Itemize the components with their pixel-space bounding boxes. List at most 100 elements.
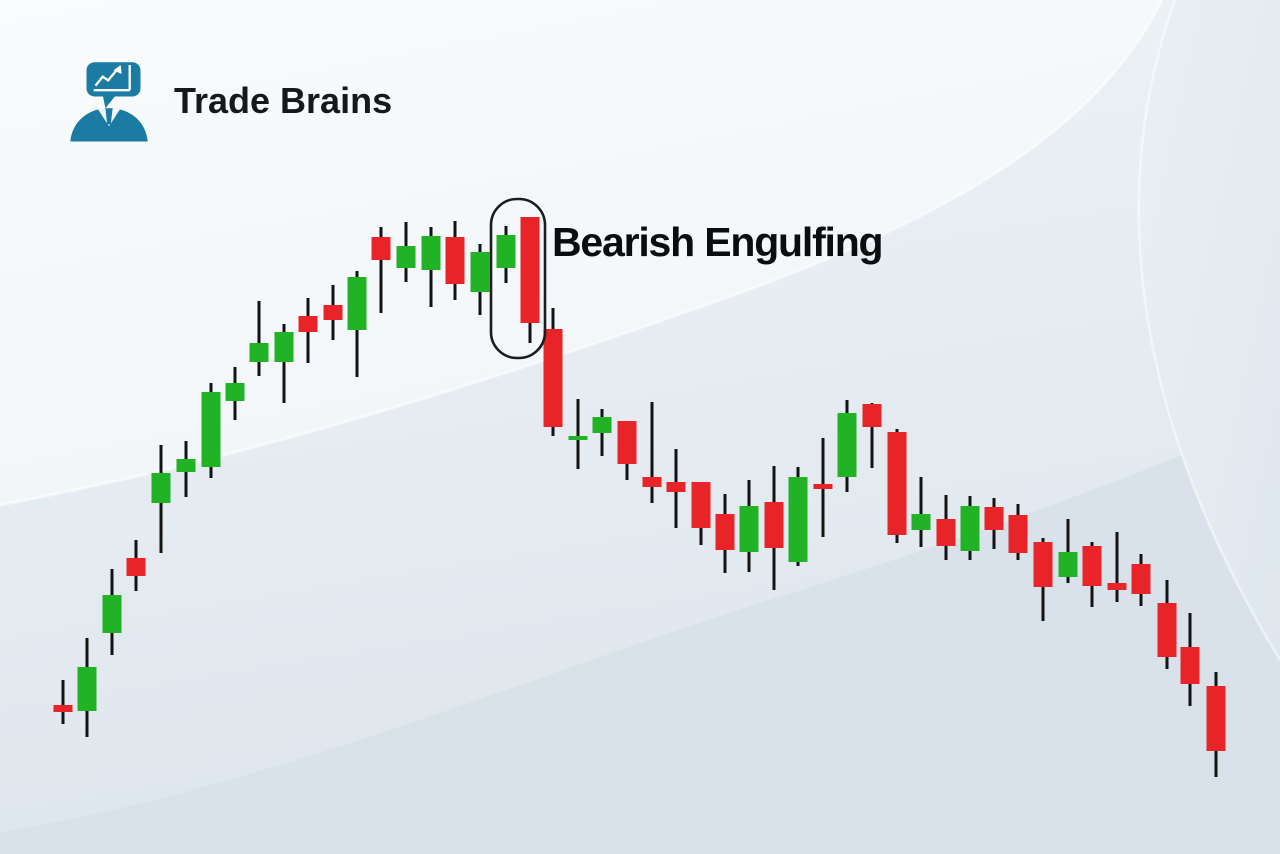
candle-down (936, 495, 956, 560)
candle-up (151, 445, 171, 553)
candle-down (53, 680, 73, 724)
candle-body (371, 237, 391, 260)
candle-up (470, 244, 490, 315)
candle-down (1157, 580, 1177, 669)
candle-up (592, 409, 612, 456)
candle-down (617, 421, 637, 480)
candle-down (984, 498, 1004, 549)
candle-body (1131, 564, 1151, 594)
candle-up (201, 383, 221, 478)
candle-down (642, 402, 662, 503)
candle-up (788, 467, 808, 566)
brand-name: Trade Brains (174, 80, 393, 121)
candle-body (887, 432, 907, 535)
candle-body (53, 705, 73, 712)
candle-body (496, 235, 516, 268)
candle-body (617, 421, 637, 464)
background-corner-band (1138, 0, 1280, 660)
candle-up (421, 227, 441, 307)
candle-body (936, 519, 956, 546)
logo-chart-axis (93, 65, 131, 92)
candle-up (225, 367, 245, 420)
candle-body (1058, 552, 1078, 577)
candle-down (1206, 672, 1226, 777)
candle-body (249, 343, 269, 362)
candle-body (960, 506, 980, 551)
candle-body (225, 383, 245, 401)
candle-body (862, 404, 882, 427)
candle-up (496, 226, 516, 283)
background-corner-edge (1137, 0, 1280, 661)
candle-body (1157, 603, 1177, 657)
candle-down (1180, 613, 1200, 706)
candle-body (396, 246, 416, 268)
candle-body (201, 392, 221, 467)
candle-down (126, 540, 146, 591)
candle-down (323, 285, 343, 340)
candle-body (298, 316, 318, 332)
candle-down (1107, 532, 1127, 602)
candle-down (764, 466, 784, 590)
candle-up (176, 441, 196, 497)
logo-chart-line (94, 67, 119, 87)
candle-down (813, 438, 833, 537)
candle-body (323, 305, 343, 320)
candle-body (347, 277, 367, 330)
logo-tie (105, 108, 113, 125)
candle-body (520, 217, 540, 323)
candle-body (568, 436, 588, 440)
candle-body (691, 482, 711, 528)
candle-body (813, 484, 833, 489)
candle-body (543, 329, 563, 427)
candle-down (1033, 538, 1053, 621)
candle-body (984, 507, 1004, 530)
candle-up (396, 222, 416, 282)
logo-bubble-tail (102, 94, 117, 109)
candle-body (911, 514, 931, 530)
candle-body (764, 502, 784, 548)
candle-body (274, 332, 294, 362)
candle-body (445, 237, 465, 284)
candle-body (788, 477, 808, 562)
candle-down (691, 482, 711, 545)
trade-brains-logo-icon (70, 62, 148, 142)
candles-group (53, 217, 1226, 777)
candle-down (1008, 504, 1028, 560)
candle-body (77, 667, 97, 711)
candle-down (371, 227, 391, 313)
candle-down (298, 298, 318, 363)
candle-body (1107, 583, 1127, 590)
candle-up (837, 400, 857, 492)
candle-up (960, 496, 980, 560)
candle-body (1082, 546, 1102, 586)
candle-body (102, 595, 122, 633)
candle-body (739, 506, 759, 552)
candle-body (176, 459, 196, 472)
candle-body (126, 558, 146, 576)
candle-body (592, 417, 612, 433)
candle-down (543, 308, 563, 436)
pattern-label: Bearish Engulfing (552, 219, 884, 265)
candle-up (1058, 519, 1078, 583)
candle-body (715, 514, 735, 550)
candle-down (1082, 542, 1102, 607)
candle-down (520, 217, 540, 343)
candle-body (837, 413, 857, 477)
candle-up (102, 569, 122, 655)
pattern-highlight-ring (489, 197, 547, 360)
candle-body (1180, 647, 1200, 684)
candle-up (249, 301, 269, 376)
candle-down (445, 221, 465, 300)
candle-up (568, 399, 588, 469)
background-top-swoosh (0, 0, 1162, 505)
candle-body (666, 482, 686, 492)
candle-up (274, 324, 294, 403)
candle-body (151, 473, 171, 503)
candle-up (347, 271, 367, 377)
candle-down (862, 403, 882, 468)
candle-body (1008, 515, 1028, 553)
candle-up (77, 638, 97, 737)
